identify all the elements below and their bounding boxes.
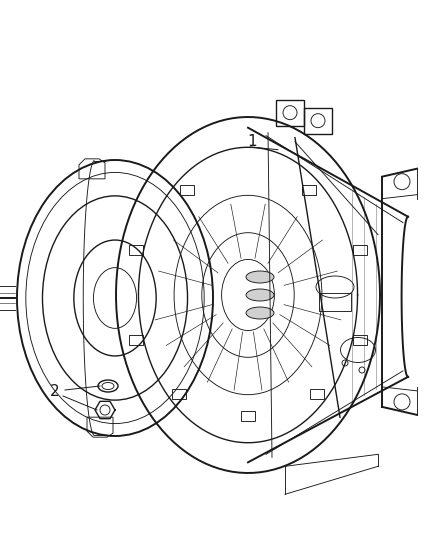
Text: 2: 2 [50,384,60,400]
Text: 1: 1 [247,134,257,149]
Ellipse shape [246,289,274,301]
Ellipse shape [246,307,274,319]
Ellipse shape [246,271,274,283]
